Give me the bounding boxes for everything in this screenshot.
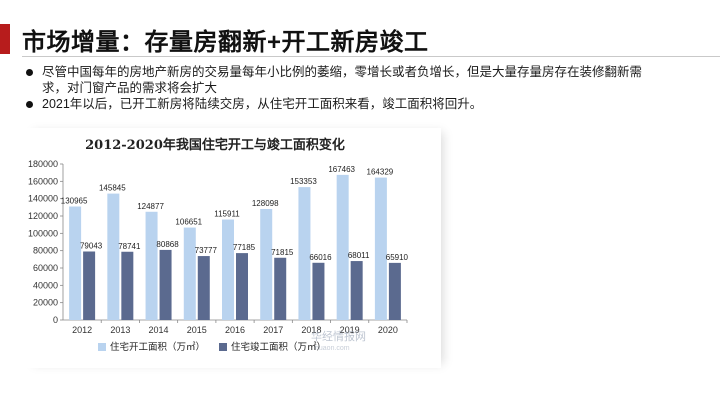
watermark-text: 华经情报网	[311, 329, 366, 343]
chart-panel: 2012-2020年我国住宅开工与竣工面积变化 0 20000 40000 60000…	[23, 128, 441, 368]
x-tick-label: 2013	[110, 325, 130, 335]
watermark: 华经情报网 huaon.com	[311, 329, 366, 352]
bullet-text: 2021年以后，已开工新房将陆续交房，从住宅开工面积来看，竣工面积将回升。	[42, 97, 483, 111]
bar-start-area	[222, 219, 234, 320]
bullet-item: 尽管中国每年的房地产新房的交易量每年小比例的萎缩，零增长或者负增长，但是大量存量…	[26, 64, 666, 96]
bar-start-area	[183, 227, 196, 320]
bullet-text: 尽管中国每年的房地产新房的交易量每年小比例的萎缩，零增长或者负增长，但是大量存量…	[42, 65, 643, 95]
chart-title: 2012-2020年我国住宅开工与竣工面积变化	[85, 137, 345, 153]
data-label: 71815	[271, 248, 294, 257]
data-label: 128098	[252, 199, 279, 208]
watermark-url: huaon.com	[315, 345, 350, 352]
data-label: 153353	[290, 177, 317, 186]
bar-completed-area	[350, 261, 363, 320]
y-tick-label: 40000	[33, 280, 58, 290]
data-label: 124877	[137, 202, 164, 211]
x-tick-label: 2016	[225, 325, 245, 335]
bar-completed-area	[236, 253, 248, 320]
x-tick-label: 2015	[187, 325, 207, 335]
y-tick-label: 180000	[28, 159, 58, 169]
data-label: 78741	[118, 242, 141, 251]
y-tick-label: 140000	[28, 194, 58, 204]
x-tick-label: 2017	[263, 325, 283, 335]
bar-start-area	[107, 193, 120, 320]
data-label: 115911	[214, 210, 240, 219]
bullet-dot-icon	[26, 69, 33, 76]
x-tick-label: 2018	[301, 325, 321, 335]
chart-data-labels: 130965 79043 145845 78741 124877 80868 106651 7…	[61, 165, 409, 262]
y-tick-label: 60000	[33, 263, 58, 273]
bar-start-area	[69, 206, 82, 320]
data-label: 130965	[61, 196, 88, 205]
bar-completed-area	[388, 262, 401, 320]
legend-swatch	[219, 343, 227, 351]
bar-completed-area	[121, 251, 134, 320]
x-tick-label: 2014	[149, 325, 169, 335]
bar-chart: 2012-2020年我国住宅开工与竣工面积变化 0 20000 40000 60000…	[28, 137, 409, 353]
y-tick-label: 80000	[33, 246, 58, 256]
bar-completed-area	[312, 262, 325, 320]
y-tick-label: 20000	[33, 298, 58, 308]
title-accent-bar	[0, 24, 10, 54]
x-tick-label: 2020	[378, 325, 398, 335]
bar-start-area	[374, 177, 387, 320]
bar-start-area	[336, 174, 349, 320]
page-title: 市场增量：存量房翻新+开工新房竣工	[22, 29, 429, 56]
data-label: 167463	[328, 165, 355, 174]
bar-completed-area	[197, 256, 210, 320]
bar-start-area	[298, 187, 311, 320]
bar-start-area	[145, 211, 158, 320]
y-tick-label: 120000	[28, 211, 58, 221]
chart-bars	[69, 174, 401, 320]
bar-completed-area	[83, 251, 96, 320]
y-tick-label: 100000	[28, 228, 58, 238]
data-label: 65910	[386, 253, 409, 262]
data-label: 80868	[156, 240, 179, 249]
bullet-dot-icon	[26, 101, 33, 108]
data-label: 106651	[175, 218, 202, 227]
data-label: 77185	[233, 243, 256, 252]
legend-label: 住宅竣工面积（万㎡）	[231, 341, 326, 353]
title-divider	[22, 56, 720, 57]
chart-axes: 0200004000060000800001000001200001400001…	[28, 159, 408, 335]
x-tick-label: 2012	[72, 325, 92, 335]
legend-label: 住宅开工面积（万㎡）	[110, 341, 205, 353]
data-label: 73777	[195, 246, 218, 255]
bullet-item: 2021年以后，已开工新房将陆续交房，从住宅开工面积来看，竣工面积将回升。	[26, 96, 666, 112]
y-tick-label: 0	[53, 315, 58, 325]
data-label: 164329	[367, 168, 394, 177]
chart-legend: 住宅开工面积（万㎡） 住宅竣工面积（万㎡）	[98, 341, 326, 353]
bar-start-area	[260, 208, 273, 320]
x-tick-label: 2019	[340, 325, 360, 335]
data-label: 79043	[80, 241, 103, 250]
bullet-list: 尽管中国每年的房地产新房的交易量每年小比例的萎缩，零增长或者负增长，但是大量存量…	[26, 64, 666, 112]
data-label: 68011	[348, 251, 370, 260]
bar-completed-area	[159, 249, 172, 320]
legend-swatch	[98, 343, 106, 351]
y-tick-label: 160000	[28, 176, 58, 186]
data-label: 66016	[309, 253, 332, 262]
bar-completed-area	[274, 257, 287, 320]
data-label: 145845	[99, 184, 126, 193]
